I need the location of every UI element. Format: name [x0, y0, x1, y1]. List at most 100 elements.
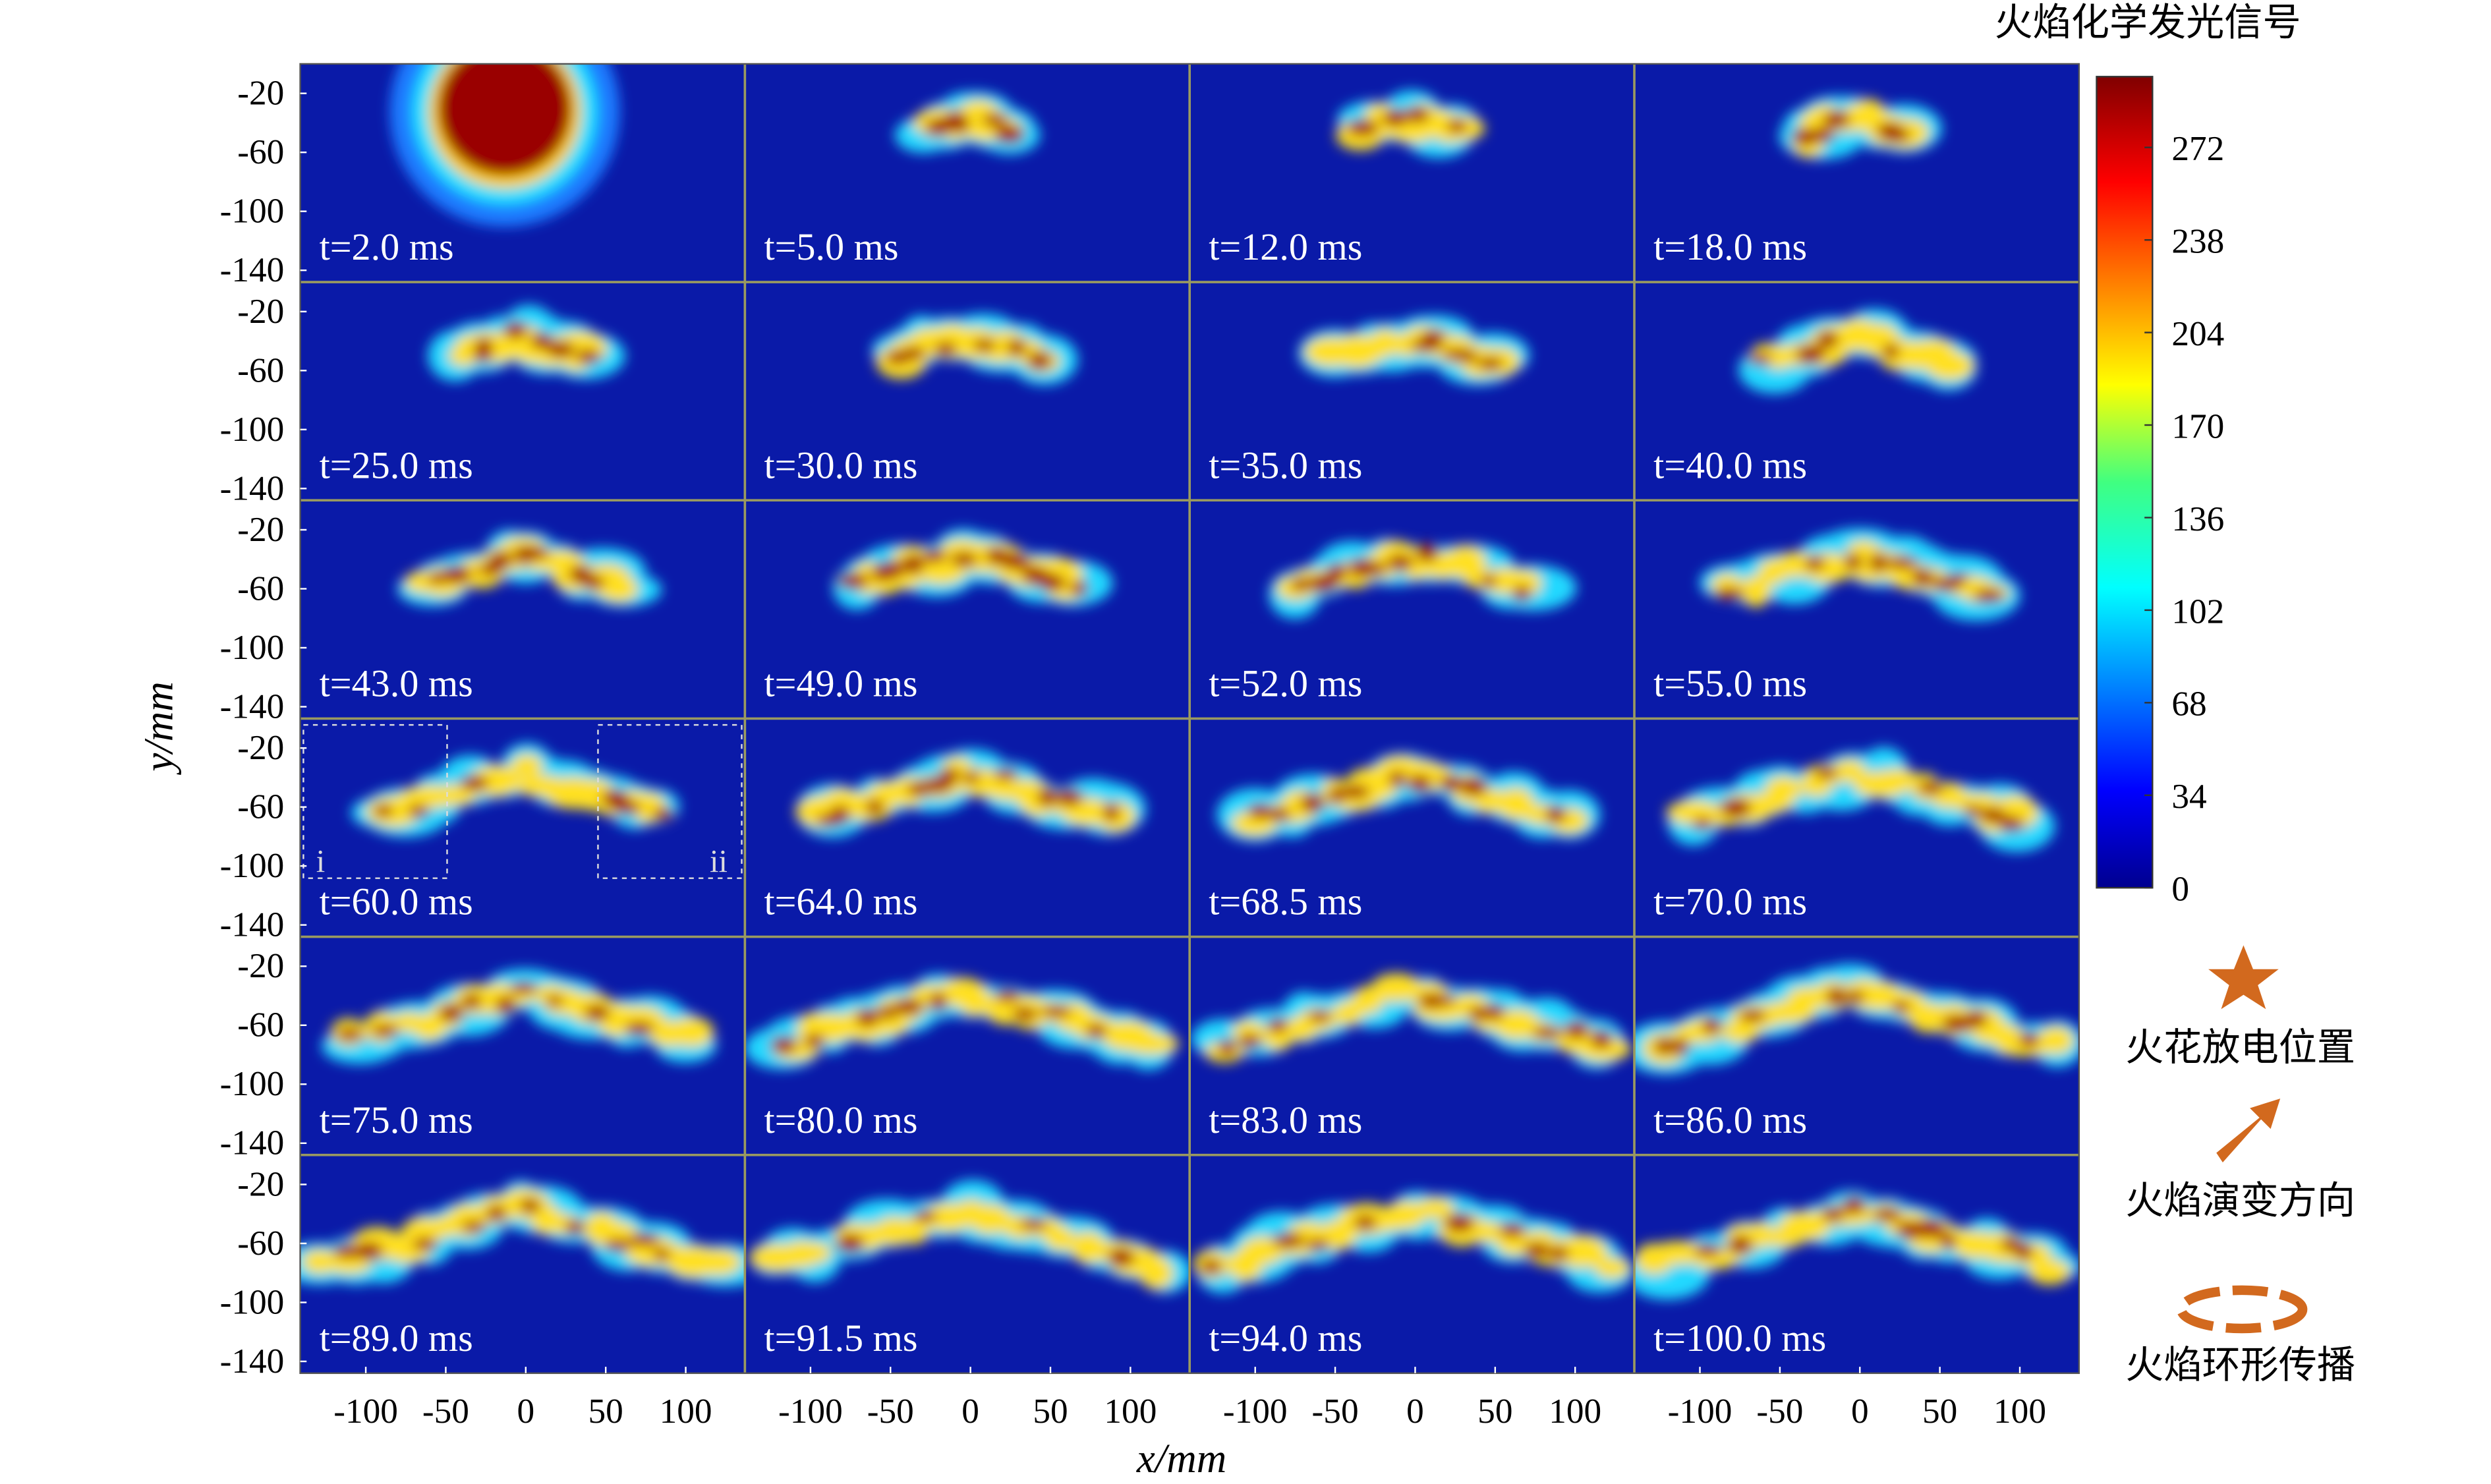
- flame-blob: [923, 548, 946, 563]
- flame: [1298, 315, 1530, 385]
- flame-blob: [565, 1220, 585, 1236]
- flame-blob: [604, 1239, 632, 1252]
- flame-blob: [1041, 1006, 1072, 1017]
- flame-blob: [653, 1248, 671, 1261]
- flame-blob: [1545, 805, 1566, 823]
- time-label: t=43.0 ms: [320, 662, 473, 704]
- flame-blob: [1045, 1226, 1075, 1251]
- flame-blob: [1085, 1024, 1107, 1039]
- flame-blob: [1055, 788, 1083, 806]
- time-label: t=40.0 ms: [1653, 443, 1807, 486]
- flame-blob: [876, 1006, 898, 1019]
- flame-blob: [1327, 563, 1347, 581]
- y-tick-label: -140: [220, 1124, 285, 1162]
- flame: [872, 313, 1078, 385]
- flame-image: [1189, 936, 1635, 1155]
- time-label: t=55.0 ms: [1653, 662, 1807, 704]
- flame-blob: [951, 115, 969, 134]
- flame-blob: [518, 546, 550, 559]
- flame-blob: [691, 1248, 742, 1276]
- flame-blob: [1340, 785, 1370, 799]
- y-axis-label: y/mm: [136, 681, 182, 775]
- flame-blob: [1791, 128, 1818, 146]
- core: [438, 63, 572, 176]
- y-tick-label: -140: [220, 687, 285, 726]
- flame-blob: [1811, 127, 1835, 143]
- flame-blob: [625, 1021, 654, 1037]
- flame-blob: [546, 995, 563, 1007]
- x-tick-label: -100: [333, 1392, 398, 1431]
- flame-image: [1189, 1155, 1635, 1373]
- flame-image: [1634, 282, 2079, 501]
- legend-label: 火焰环形传播: [2125, 1342, 2355, 1387]
- flame-blob: [1702, 1017, 1722, 1035]
- y-tick-label: -140: [220, 905, 285, 944]
- flame-blob: [1815, 766, 1838, 779]
- flame-blob: [2019, 1031, 2039, 1048]
- flame: [749, 1180, 1190, 1294]
- time-label: t=2.0 ms: [320, 225, 454, 268]
- x-tick-label: 50: [1477, 1392, 1512, 1431]
- y-tick-label: -60: [237, 1224, 284, 1263]
- time-label: t=75.0 ms: [320, 1099, 473, 1141]
- flame-blob: [900, 1216, 930, 1245]
- flame-blob: [1389, 771, 1406, 787]
- flame-blob: [1512, 585, 1532, 602]
- flame-blob: [994, 989, 1021, 1002]
- flame-blob: [1369, 328, 1400, 357]
- flame-blob: [1308, 1010, 1332, 1023]
- colorbar-title: 火焰化学发光信号: [1994, 0, 2301, 44]
- flame-blob: [1832, 759, 1866, 782]
- flame-blob: [474, 337, 494, 352]
- flame-image: [745, 282, 1190, 501]
- flame-blob: [1416, 1197, 1454, 1220]
- flame-blob: [408, 805, 430, 818]
- flame-blob: [1480, 575, 1497, 588]
- x-tick-label: 50: [1922, 1392, 1957, 1431]
- flame-blob: [1795, 345, 1825, 364]
- time-label: t=91.5 ms: [764, 1317, 917, 1359]
- time-label: t=80.0 ms: [764, 1099, 917, 1141]
- flame-blob: [1966, 1010, 1988, 1028]
- flame-blob: [934, 342, 957, 357]
- colorbar-tick-label: 34: [2171, 777, 2206, 816]
- flame-blob: [770, 1036, 797, 1054]
- x-tick-label: 0: [517, 1392, 534, 1431]
- flame-blob: [1405, 107, 1430, 123]
- flame-blob: [1747, 353, 1773, 364]
- flame-blob: [1387, 554, 1414, 571]
- flame-image: [1634, 718, 2079, 937]
- colorbar-tick-label: 0: [2171, 870, 2189, 909]
- time-label: t=49.0 ms: [764, 662, 917, 704]
- time-label: t=52.0 ms: [1209, 662, 1362, 704]
- x-tick-label: 50: [1033, 1392, 1068, 1431]
- y-tick-label: -60: [237, 1006, 284, 1044]
- flame: [300, 1180, 745, 1287]
- flame-blob: [1870, 553, 1887, 573]
- y-tick-label: -100: [220, 192, 285, 231]
- flame-blob: [1654, 1037, 1675, 1055]
- time-label: t=5.0 ms: [764, 225, 898, 268]
- flame-blob: [973, 339, 996, 352]
- colorbar-tick-label: 68: [2171, 685, 2206, 724]
- flame-blob: [1973, 588, 2005, 603]
- flame-blob: [1019, 1218, 1048, 1230]
- flame-image: [745, 500, 1190, 719]
- flame-blob: [1845, 990, 1866, 1004]
- x-tick-label: 0: [1406, 1392, 1424, 1431]
- flame: [1666, 747, 2055, 852]
- flame-blob: [901, 347, 927, 360]
- flame-image: [1189, 282, 1635, 501]
- flame-blob: [929, 992, 947, 1012]
- flame-blob: [1371, 973, 1422, 1002]
- flame-blob: [1027, 351, 1052, 370]
- image-background: [1189, 500, 1635, 719]
- flame-image: [1634, 1155, 2079, 1373]
- flame-blob: [1891, 1001, 1910, 1013]
- flame-blob: [1218, 1039, 1236, 1057]
- flame-blob: [1408, 775, 1432, 793]
- flame-blob: [1817, 331, 1839, 348]
- inset-label: ii: [710, 844, 728, 879]
- flame-blob: [1037, 787, 1056, 807]
